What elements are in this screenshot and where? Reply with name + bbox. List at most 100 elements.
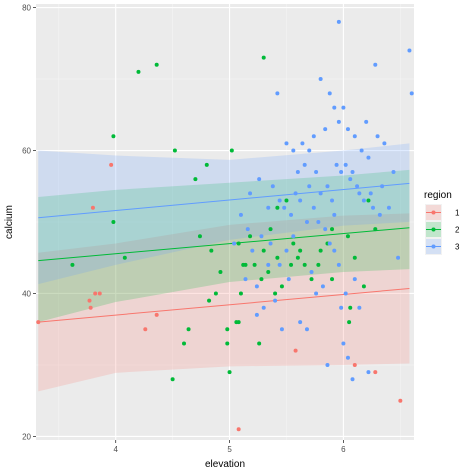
band-region-3 <box>38 143 410 285</box>
point-region-2 <box>273 291 278 296</box>
point-region-3 <box>248 191 253 196</box>
point-region-3 <box>341 341 346 346</box>
point-region-2 <box>229 148 234 153</box>
point-region-2 <box>234 320 239 325</box>
point-region-1 <box>90 205 95 210</box>
point-region-2 <box>236 241 241 246</box>
point-region-1 <box>36 320 41 325</box>
grid-minor <box>36 4 414 440</box>
point-region-2 <box>302 262 307 267</box>
y-tick-label: 80 <box>22 4 31 13</box>
point-region-3 <box>238 212 243 217</box>
point-region-2 <box>136 69 141 74</box>
point-region-3 <box>332 212 337 217</box>
point-region-3 <box>368 191 373 196</box>
point-region-3 <box>284 141 289 146</box>
point-region-2 <box>70 262 75 267</box>
point-region-3 <box>366 155 371 160</box>
point-region-3 <box>350 377 355 382</box>
legend-label: 1 <box>455 209 460 218</box>
point-region-2 <box>289 262 294 267</box>
point-region-3 <box>325 362 330 367</box>
point-region-3 <box>366 370 371 375</box>
point-region-3 <box>304 327 309 332</box>
point-region-3 <box>380 184 385 189</box>
point-region-3 <box>323 127 328 132</box>
point-region-3 <box>375 134 380 139</box>
point-region-2 <box>111 220 116 224</box>
point-region-3 <box>279 327 284 332</box>
point-region-3 <box>327 241 332 246</box>
point-region-2 <box>227 370 232 375</box>
point-region-2 <box>348 305 353 310</box>
x-tick-label: 5 <box>227 445 232 454</box>
point-region-3 <box>275 91 280 96</box>
point-region-3 <box>298 198 303 203</box>
point-region-2 <box>298 248 303 253</box>
point-region-1 <box>93 291 98 296</box>
point-region-2 <box>225 327 230 332</box>
point-region-3 <box>339 305 344 310</box>
y-tick-label: 20 <box>22 432 31 441</box>
point-region-2 <box>252 262 257 267</box>
point-region-3 <box>286 277 291 282</box>
point-region-2 <box>284 198 289 203</box>
point-region-3 <box>300 141 305 146</box>
point-region-1 <box>236 427 241 432</box>
point-region-3 <box>359 148 364 153</box>
point-region-3 <box>277 198 282 203</box>
legend-title: region <box>424 190 452 201</box>
point-region-2 <box>243 262 248 267</box>
point-region-2 <box>275 205 280 210</box>
point-region-3 <box>336 119 341 124</box>
point-region-3 <box>334 162 339 167</box>
point-region-2 <box>275 255 280 260</box>
legend-label: 3 <box>455 243 460 252</box>
point-region-3 <box>327 91 332 96</box>
point-region-2 <box>366 198 371 203</box>
point-region-3 <box>284 248 289 253</box>
band-region-2 <box>38 169 410 323</box>
point-region-2 <box>345 234 350 239</box>
point-region-2 <box>309 277 314 282</box>
point-region-1 <box>293 348 298 353</box>
point-region-2 <box>111 134 116 139</box>
point-region-2 <box>207 298 212 303</box>
point-region-1 <box>97 291 102 296</box>
point-region-1 <box>352 362 357 367</box>
point-region-3 <box>391 169 396 174</box>
point-region-2 <box>291 241 296 246</box>
point-region-3 <box>407 48 412 53</box>
point-region-3 <box>266 205 271 210</box>
point-region-3 <box>318 77 323 82</box>
point-region-3 <box>332 248 337 253</box>
point-region-3 <box>345 127 350 132</box>
point-region-3 <box>261 305 266 310</box>
point-region-3 <box>307 148 312 153</box>
point-region-3 <box>341 105 346 110</box>
point-region-3 <box>355 184 360 189</box>
point-region-2 <box>182 341 187 346</box>
point-region-3 <box>332 105 337 110</box>
point-region-3 <box>254 284 259 289</box>
x-axis-title: elevation <box>205 459 245 470</box>
point-region-2 <box>186 327 191 332</box>
y-tick-label: 60 <box>22 147 31 156</box>
point-region-2 <box>330 277 335 282</box>
point-region-2 <box>154 62 159 67</box>
point-region-2 <box>248 234 253 239</box>
y-axis-title: calcium <box>4 205 15 239</box>
band-region-1 <box>38 213 410 392</box>
point-region-1 <box>88 305 93 310</box>
point-region-3 <box>259 234 264 239</box>
point-region-3 <box>336 19 341 24</box>
point-region-3 <box>268 241 273 246</box>
point-region-2 <box>316 262 321 267</box>
legend-label: 2 <box>455 226 460 235</box>
point-region-1 <box>373 370 378 375</box>
point-region-1 <box>143 327 148 332</box>
point-region-2 <box>295 255 300 260</box>
point-region-3 <box>323 227 328 232</box>
fit-line-region-3 <box>38 182 410 219</box>
point-region-1 <box>87 298 92 303</box>
